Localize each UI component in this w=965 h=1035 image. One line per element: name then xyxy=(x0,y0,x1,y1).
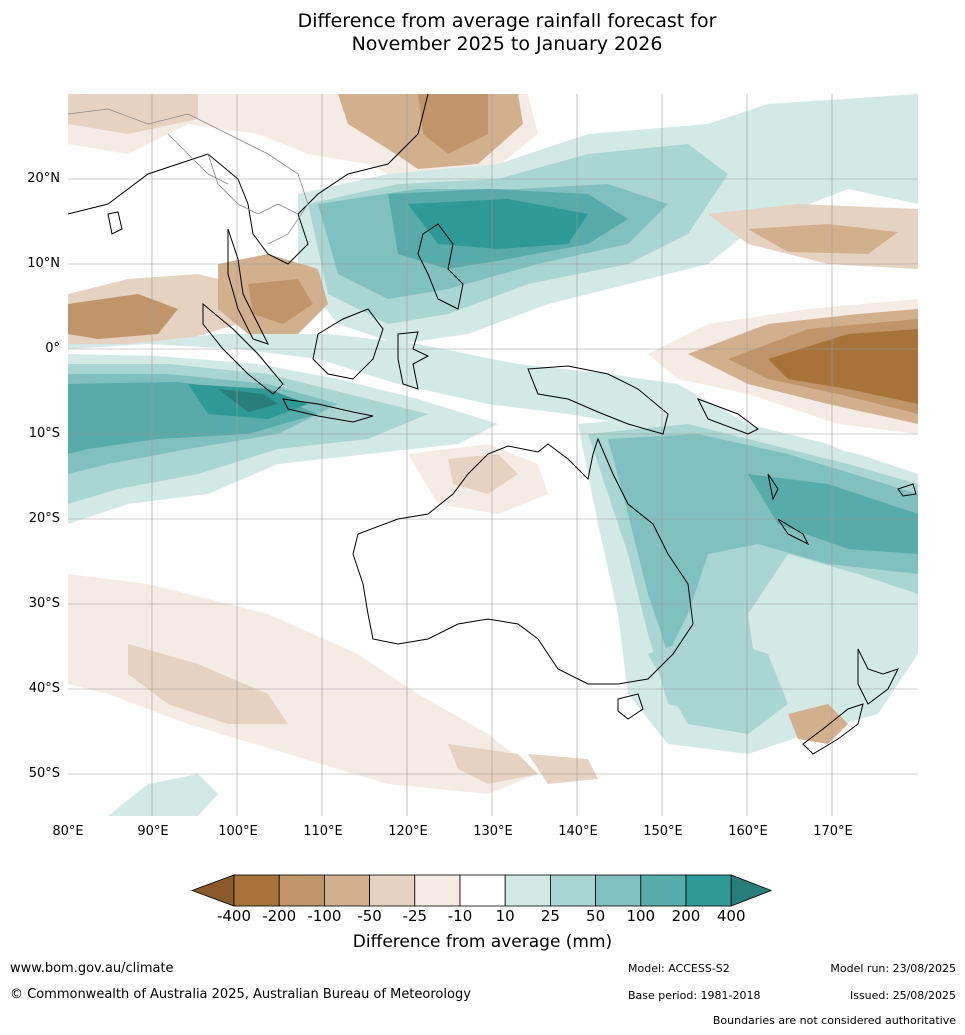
sri-lanka-coastline xyxy=(107,211,123,235)
colorbar-cell xyxy=(233,874,280,907)
colorbar-tick-label: 50 xyxy=(586,907,606,925)
lon-label-90e: 90°E xyxy=(137,824,169,839)
title-line-1: Difference from average rainfall forecas… xyxy=(297,10,717,32)
colorbar-tick-label: -50 xyxy=(357,907,382,925)
lon-label-80e: 80°E xyxy=(52,824,84,839)
colorbar-cell xyxy=(595,874,642,907)
anomaly-region xyxy=(528,754,598,784)
new-zealand-north-coastline xyxy=(857,648,899,705)
lat-label-0: 0° xyxy=(45,341,60,356)
anomaly-region xyxy=(768,329,918,404)
anomaly-region xyxy=(68,574,538,794)
boundaries-disclaimer: Boundaries are not considered authoritat… xyxy=(712,1014,956,1027)
colorbar-cell xyxy=(278,874,325,907)
gridlines xyxy=(68,94,918,816)
colorbar-tick-label: -10 xyxy=(447,907,473,925)
anomaly-region xyxy=(408,199,588,249)
anomaly-region xyxy=(418,94,488,154)
anomaly-region xyxy=(128,644,288,724)
colorbar-tick-label: 25 xyxy=(540,907,560,925)
colorbar-tick-label: 10 xyxy=(495,907,515,925)
colorbar-tick-label: 100 xyxy=(626,907,656,925)
copyright-text: © Commonwealth of Australia 2025, Austra… xyxy=(10,987,471,1002)
colorbar-cell xyxy=(323,874,370,907)
website-link[interactable]: www.bom.gov.au/climate xyxy=(10,961,174,976)
colorbar-svg xyxy=(190,874,773,907)
colorbar-cell xyxy=(369,874,416,907)
colorbar-tick-label: -25 xyxy=(402,907,428,925)
anomaly-region xyxy=(68,94,198,134)
lon-label-140e: 140°E xyxy=(558,824,598,839)
lat-label-10n: 10°N xyxy=(27,256,60,271)
model-run-date: Model run: 23/08/2025 xyxy=(830,962,956,975)
colorbar-tick-label: -100 xyxy=(307,907,342,925)
solomon-islands-coastline xyxy=(696,398,759,435)
colorbar-cell xyxy=(414,874,461,907)
base-period: Base period: 1981-2018 xyxy=(628,989,761,1002)
issued-date: Issued: 25/08/2025 xyxy=(849,989,956,1002)
colorbar-tick-label: -400 xyxy=(216,907,252,925)
vanuatu-coastline xyxy=(767,473,779,501)
map-canvas xyxy=(68,94,918,816)
colorbar-extend-left xyxy=(190,874,235,907)
anomaly-region xyxy=(648,634,788,734)
colorbar-cell xyxy=(549,874,596,907)
malay-peninsula-coastline xyxy=(227,228,269,345)
java-coastline xyxy=(282,398,374,423)
philippines-coastline xyxy=(417,223,464,310)
lat-label-10s: 10°S xyxy=(28,426,60,441)
colorbar-tick-label: 400 xyxy=(716,907,746,925)
australia-coastline xyxy=(352,437,694,685)
colorbar-cell xyxy=(459,874,506,907)
lat-label-50s: 50°S xyxy=(28,766,60,781)
colorbar-cell xyxy=(685,874,732,907)
lon-label-100e: 100°E xyxy=(218,824,258,839)
lon-label-150e: 150°E xyxy=(643,824,683,839)
anomaly-region xyxy=(248,279,313,324)
lon-label-110e: 110°E xyxy=(303,824,343,839)
colorbar-tick-label: 200 xyxy=(671,907,701,925)
anomaly-region xyxy=(218,389,278,412)
anomaly-region xyxy=(108,774,218,816)
anomaly-region xyxy=(448,454,518,494)
anomaly-region xyxy=(788,704,848,744)
lon-label-130e: 130°E xyxy=(473,824,513,839)
model-name: Model: ACCESS-S2 xyxy=(628,962,730,975)
lat-label-20n: 20°N xyxy=(27,171,60,186)
sulawesi-coastline xyxy=(397,331,430,390)
colorbar-extend-right xyxy=(730,874,773,907)
map-title: Difference from average rainfall forecas… xyxy=(0,10,965,56)
legend-title: Difference from average (mm) xyxy=(352,932,613,952)
borneo-coastline xyxy=(312,308,384,380)
coastlines xyxy=(68,94,917,755)
colorbar-cell xyxy=(504,874,551,907)
tasmania-coastline xyxy=(617,693,644,720)
lon-label-170e: 170°E xyxy=(813,824,853,839)
country-borders xyxy=(68,108,309,245)
mainland-asia-coastline xyxy=(68,94,429,265)
colorbar-cell xyxy=(640,874,687,907)
lon-label-160e: 160°E xyxy=(728,824,768,839)
new-guinea-coastline xyxy=(527,365,669,435)
anomaly-region xyxy=(748,474,918,554)
rainfall-map xyxy=(68,94,918,816)
lon-label-120e: 120°E xyxy=(388,824,428,839)
anomaly-region xyxy=(748,224,898,254)
fiji-coastline xyxy=(897,483,917,497)
lat-label-30s: 30°S xyxy=(28,596,60,611)
new-caledonia-coastline xyxy=(777,518,810,546)
new-zealand-south-coastline xyxy=(802,703,864,755)
anomaly-region xyxy=(68,294,178,339)
lat-label-20s: 20°S xyxy=(28,511,60,526)
title-line-2: November 2025 to January 2026 xyxy=(351,33,663,55)
sumatra-coastline xyxy=(202,302,284,395)
colorbar-tick-label: -200 xyxy=(262,907,297,925)
colorbar xyxy=(190,872,775,912)
lat-label-40s: 40°S xyxy=(28,681,60,696)
